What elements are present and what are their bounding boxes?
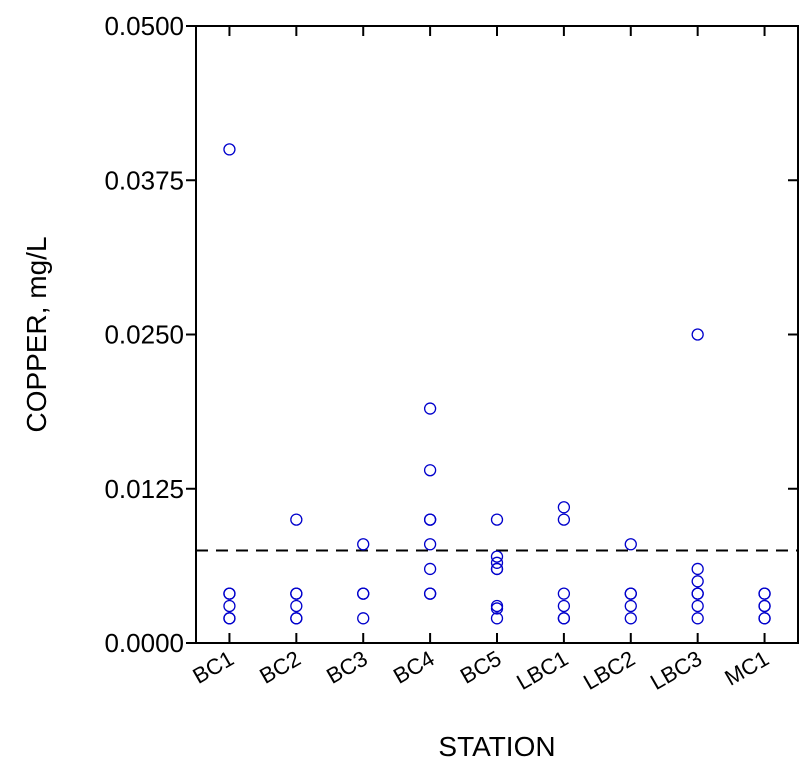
data-point — [624, 538, 637, 551]
data-point — [223, 587, 236, 600]
x-tick-label: LBC1 — [512, 646, 572, 695]
data-point — [290, 587, 303, 600]
data-point — [557, 587, 571, 600]
data-points — [223, 143, 771, 625]
data-point — [290, 599, 303, 613]
data-point — [691, 587, 704, 600]
data-point — [490, 556, 504, 569]
data-point — [624, 587, 637, 600]
data-point — [223, 143, 236, 156]
data-point — [423, 562, 437, 576]
data-point — [423, 513, 437, 526]
data-point — [490, 602, 504, 615]
y-axis-ticks: 0.0000 0.0125 0.0250 0.0375 0.0500 — [104, 11, 798, 658]
y-tick-label: 0.0500 — [104, 11, 184, 41]
data-point — [490, 513, 504, 526]
data-point — [423, 587, 437, 600]
data-point — [357, 587, 370, 600]
data-point — [490, 562, 504, 576]
data-point — [223, 599, 236, 613]
y-tick-label: 0.0125 — [104, 474, 184, 504]
y-tick-label: 0.0000 — [104, 628, 184, 658]
y-tick-label: 0.0375 — [104, 165, 184, 195]
y-axis-title: COPPER, mg/L — [21, 236, 52, 432]
data-point — [423, 538, 437, 551]
x-axis-title: STATION — [438, 731, 555, 762]
data-point — [223, 612, 236, 625]
x-tick-label: BC1 — [188, 646, 238, 689]
data-point — [557, 501, 571, 514]
data-point — [290, 513, 303, 526]
data-point — [557, 599, 571, 613]
x-tick-label: MC1 — [720, 646, 773, 691]
data-point — [357, 538, 370, 551]
data-point — [691, 328, 704, 341]
data-point — [557, 513, 571, 526]
data-point — [490, 550, 504, 563]
x-tick-label: BC5 — [456, 646, 506, 689]
data-point — [691, 575, 704, 588]
data-point — [357, 612, 370, 625]
data-point — [758, 612, 771, 625]
data-point — [624, 612, 637, 625]
x-tick-label: BC4 — [389, 646, 439, 689]
data-point — [423, 402, 437, 415]
data-point — [758, 587, 771, 600]
data-point — [691, 612, 704, 625]
x-tick-label: LBC2 — [579, 646, 639, 695]
data-point — [557, 612, 571, 625]
y-tick-label: 0.0250 — [104, 320, 184, 350]
data-point — [624, 599, 637, 613]
x-tick-label: BC2 — [255, 646, 305, 689]
data-point — [490, 599, 504, 613]
data-point — [490, 612, 504, 625]
data-point — [423, 464, 437, 477]
data-point — [691, 562, 704, 576]
data-point — [758, 599, 771, 613]
x-axis-ticks: BC1 BC2 BC3 BC4 BC5 LBC1 LBC2 LBC3 MC1 — [188, 26, 773, 695]
x-tick-label: LBC3 — [646, 646, 706, 695]
x-tick-label: BC3 — [322, 646, 372, 689]
data-point — [691, 599, 704, 613]
data-point — [290, 612, 303, 625]
